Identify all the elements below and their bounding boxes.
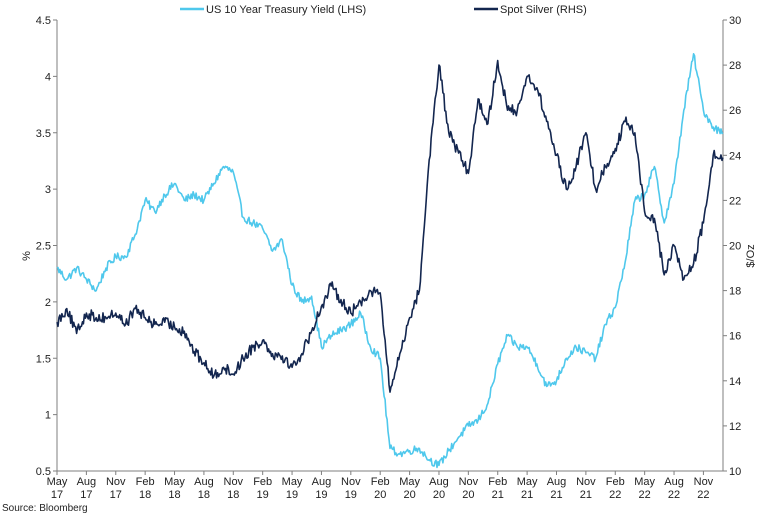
legend-label-silver: Spot Silver (RHS) <box>500 4 587 16</box>
y-right-tick-label: 16 <box>729 331 741 343</box>
x-tick-label-year: 19 <box>315 489 327 501</box>
x-tick-label-year: 18 <box>139 489 151 501</box>
y-left-tick-label: 1 <box>45 410 51 422</box>
x-tick-label-year: 18 <box>227 489 239 501</box>
y-right-tick-label: 30 <box>729 15 741 27</box>
x-tick-label-month: May <box>282 476 303 488</box>
x-tick-label-year: 17 <box>110 489 122 501</box>
x-tick-label-month: Nov <box>576 476 596 488</box>
x-tick-label-month: Nov <box>106 476 126 488</box>
x-tick-label-year: 21 <box>580 489 592 501</box>
x-tick-label-year: 20 <box>403 489 415 501</box>
y-left-tick-label: 2.5 <box>36 241 51 253</box>
x-tick-label-month: Nov <box>224 476 244 488</box>
x-tick-label-month: Feb <box>136 476 155 488</box>
y-right-ticks: 10 12 14 16 18 20 22 24 26 28 30 <box>723 15 741 478</box>
x-tick-label-month: Aug <box>664 476 684 488</box>
y-right-tick-label: 26 <box>729 105 741 117</box>
x-tick-label-month: Nov <box>341 476 361 488</box>
x-tick-label-year: 19 <box>257 489 269 501</box>
x-tick-label-month: Aug <box>312 476 332 488</box>
x-tick-label-month: May <box>634 476 655 488</box>
series-line-silver <box>56 59 724 393</box>
y-left-tick-label: 4.5 <box>36 15 51 27</box>
y-left-tick-label: 3.5 <box>36 128 51 140</box>
y-right-tick-label: 22 <box>729 195 741 207</box>
x-tick-label-month: Feb <box>253 476 272 488</box>
x-tick-label-year: 22 <box>697 489 709 501</box>
x-tick-label-month: Aug <box>77 476 97 488</box>
x-tick-label-year: 17 <box>80 489 92 501</box>
x-tick-label-year: 19 <box>345 489 357 501</box>
x-tick-label-year: 17 <box>51 489 63 501</box>
series-layer <box>56 52 724 469</box>
x-ticks: May17Aug17Nov17Feb18May18Aug18Nov18Feb19… <box>47 471 714 501</box>
x-tick-label-year: 20 <box>374 489 386 501</box>
y-right-axis-title: $/Oz <box>745 244 757 267</box>
legend-label-us10y: US 10 Year Treasury Yield (LHS) <box>206 4 366 16</box>
x-tick-label-year: 22 <box>609 489 621 501</box>
y-right-tick-label: 18 <box>729 286 741 298</box>
x-tick-label-month: Feb <box>371 476 390 488</box>
axes <box>56 20 724 472</box>
x-tick-label-year: 20 <box>433 489 445 501</box>
x-tick-label-year: 22 <box>639 489 651 501</box>
y-left-tick-label: 1.5 <box>36 353 51 365</box>
y-right-tick-label: 12 <box>729 421 741 433</box>
x-tick-label-month: May <box>164 476 185 488</box>
x-tick-label-year: 18 <box>168 489 180 501</box>
y-left-tick-label: 0.5 <box>36 466 51 478</box>
x-tick-label-month: Feb <box>488 476 507 488</box>
y-left-tick-label: 3 <box>45 184 51 196</box>
x-tick-label-month: May <box>47 476 68 488</box>
x-tick-label-month: Nov <box>459 476 479 488</box>
x-tick-label-month: May <box>399 476 420 488</box>
series-line-us10y <box>56 52 724 469</box>
x-tick-label-year: 18 <box>198 489 210 501</box>
x-tick-label-month: Aug <box>194 476 214 488</box>
x-tick-label-year: 21 <box>492 489 504 501</box>
y-right-tick-label: 24 <box>729 150 741 162</box>
x-tick-label-year: 22 <box>668 489 680 501</box>
y-right-tick-label: 10 <box>729 466 741 478</box>
y-left-tick-label: 4 <box>45 71 51 83</box>
x-tick-label-year: 20 <box>462 489 474 501</box>
x-tick-label-month: Aug <box>429 476 449 488</box>
x-tick-label-month: Nov <box>694 476 714 488</box>
y-left-axis-title: % <box>21 251 33 261</box>
x-tick-label-month: Aug <box>547 476 567 488</box>
y-right-tick-label: 28 <box>729 60 741 72</box>
legend: US 10 Year Treasury Yield (LHS) Spot Sil… <box>180 4 587 16</box>
source-note: Source: Bloomberg <box>2 503 88 514</box>
x-tick-label-year: 19 <box>286 489 298 501</box>
x-tick-label-month: May <box>517 476 538 488</box>
y-right-tick-label: 20 <box>729 241 741 253</box>
x-tick-label-year: 21 <box>550 489 562 501</box>
y-left-tick-label: 2 <box>45 297 51 309</box>
y-right-tick-label: 14 <box>729 376 741 388</box>
y-left-ticks: 0.5 1 1.5 2 2.5 3 3.5 4 4.5 <box>36 15 57 478</box>
x-tick-label-month: Feb <box>606 476 625 488</box>
x-tick-label-year: 21 <box>521 489 533 501</box>
